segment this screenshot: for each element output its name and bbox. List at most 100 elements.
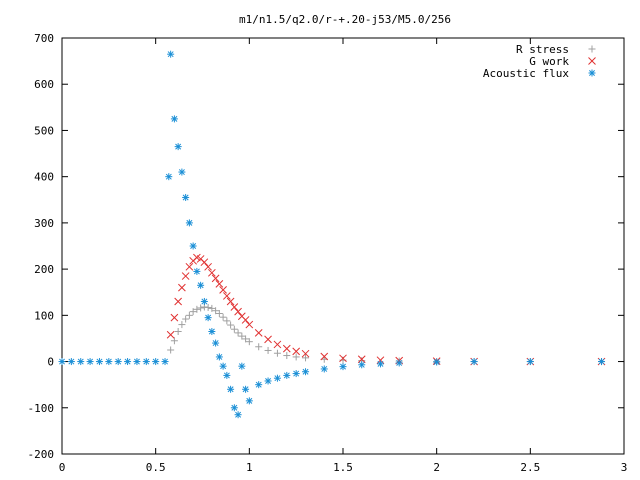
point <box>161 358 169 366</box>
point <box>245 320 254 329</box>
point <box>222 292 231 300</box>
point <box>67 358 75 366</box>
x-tick-label: 0 <box>59 461 66 474</box>
point <box>264 335 272 344</box>
point <box>283 371 291 379</box>
point <box>230 325 238 333</box>
point <box>114 358 122 366</box>
point <box>227 385 235 393</box>
point <box>142 358 150 366</box>
y-tick-label: 300 <box>34 217 54 230</box>
point <box>105 358 113 366</box>
point <box>301 349 310 358</box>
y-tick-label: 0 <box>47 356 54 369</box>
legend-label: Acoustic flux <box>483 67 569 80</box>
point <box>178 168 186 176</box>
point <box>470 358 478 366</box>
point <box>170 337 178 345</box>
point <box>215 309 223 317</box>
point <box>185 219 193 227</box>
point <box>58 358 66 366</box>
y-tick-label: -200 <box>28 448 55 461</box>
axes: 0 0.5 1 1.5 2 2.5 3 -200 -100 0 100 200 300 400 500 600… <box>28 32 628 474</box>
point <box>376 360 384 368</box>
point <box>204 303 212 311</box>
point <box>170 313 179 322</box>
point <box>189 242 197 250</box>
point <box>226 297 235 306</box>
x-tick-label: 3 <box>621 461 628 474</box>
point <box>204 262 212 271</box>
legend-label: R stress <box>516 43 569 56</box>
point <box>174 297 183 306</box>
point <box>167 346 175 354</box>
point <box>208 268 216 277</box>
point <box>230 404 238 412</box>
x-tick-label: 2 <box>433 461 440 474</box>
legend-marker <box>588 45 596 53</box>
point <box>283 352 291 360</box>
point <box>245 338 253 346</box>
point <box>193 267 201 275</box>
x-tick-label: 2.5 <box>520 461 540 474</box>
point <box>320 352 329 361</box>
point <box>234 307 242 316</box>
point <box>200 297 208 305</box>
point <box>215 280 224 288</box>
point <box>204 314 212 322</box>
point <box>219 362 227 370</box>
point <box>197 304 205 312</box>
point <box>208 304 216 312</box>
point <box>241 316 250 324</box>
point <box>234 329 242 337</box>
point <box>193 305 201 313</box>
point <box>255 381 263 389</box>
point <box>181 272 190 280</box>
y-tick-label: 600 <box>34 78 54 91</box>
point <box>170 115 178 123</box>
point <box>292 347 301 356</box>
x-tick-label: 0.5 <box>146 461 166 474</box>
point <box>255 343 263 351</box>
point <box>178 283 186 292</box>
series-2 <box>58 50 606 419</box>
x-tick-label: 1 <box>246 461 253 474</box>
point <box>189 308 197 316</box>
point <box>292 353 300 361</box>
point <box>273 349 281 357</box>
point <box>242 335 250 343</box>
point <box>292 370 300 378</box>
point <box>95 358 103 366</box>
point <box>133 358 141 366</box>
point <box>526 358 534 366</box>
point <box>178 321 186 329</box>
chart-title: m1/n1.5/q2.0/r-+.20-j53/M5.0/256 <box>239 13 451 26</box>
point <box>230 303 239 311</box>
point <box>219 286 227 294</box>
point <box>197 281 205 289</box>
point <box>200 258 209 267</box>
point <box>182 315 190 323</box>
point <box>152 358 160 366</box>
point <box>282 344 291 353</box>
point <box>264 346 272 354</box>
y-tick-label: -100 <box>28 402 55 415</box>
point <box>357 355 366 364</box>
legend-marker <box>588 69 596 77</box>
point <box>212 307 220 315</box>
point <box>598 358 606 366</box>
point <box>358 361 366 369</box>
series-0 <box>167 303 606 366</box>
point <box>245 397 253 405</box>
point <box>302 368 310 376</box>
point <box>376 356 385 365</box>
point <box>77 358 85 366</box>
point <box>254 329 263 337</box>
point <box>219 313 227 321</box>
legend-label: G work <box>529 55 569 68</box>
point <box>339 354 347 363</box>
point <box>273 340 282 349</box>
point <box>215 353 223 361</box>
